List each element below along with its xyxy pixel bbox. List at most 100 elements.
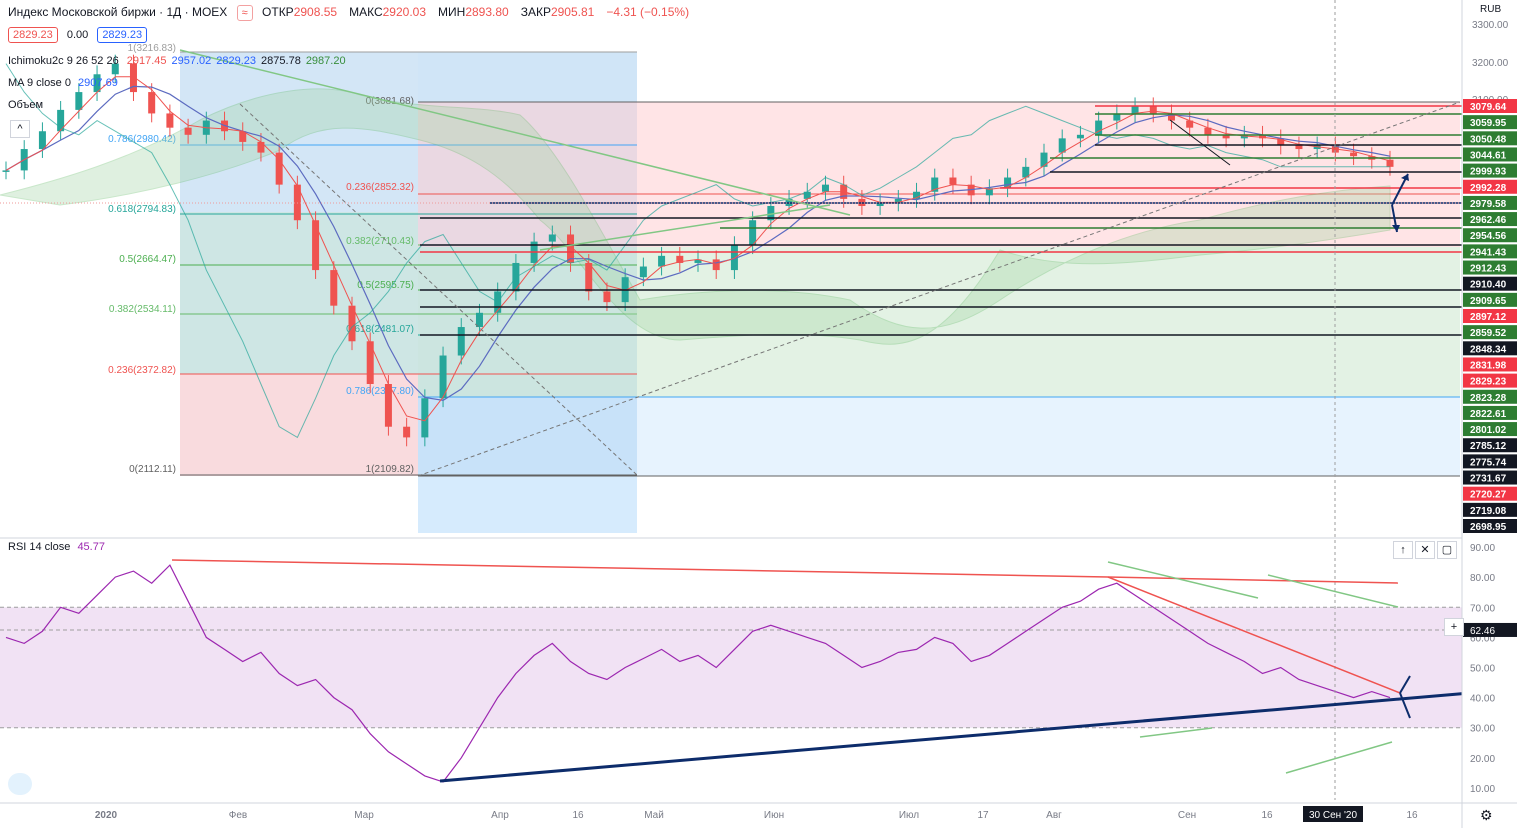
fib-label-left: 1(3216.83) bbox=[128, 43, 176, 54]
price-label: 2831.98 bbox=[1470, 360, 1507, 371]
candle-body bbox=[1259, 134, 1267, 139]
rsi-tick: 10.00 bbox=[1470, 784, 1495, 795]
candle-body bbox=[985, 188, 993, 196]
candle-body bbox=[1186, 120, 1194, 128]
symbol-title[interactable]: Индекс Московской биржи · 1Д · MOEX bbox=[8, 5, 228, 19]
crosshair-plus-button[interactable]: + bbox=[1444, 618, 1464, 636]
gear-icon[interactable]: ⚙ bbox=[1480, 807, 1493, 823]
price-label-box bbox=[1463, 179, 1517, 194]
candle-body bbox=[1076, 134, 1084, 139]
fib-label-right: 0.5(2595.75) bbox=[357, 280, 414, 291]
rsi-tick: 50.00 bbox=[1470, 663, 1495, 674]
candle-body bbox=[676, 255, 684, 263]
time-tick: Сен bbox=[1178, 810, 1196, 821]
fib-label-left: 0.786(2980.42) bbox=[108, 134, 176, 145]
volume-name: Объем bbox=[8, 99, 44, 111]
price-label: 2910.40 bbox=[1470, 280, 1507, 291]
fib-zone-teal bbox=[180, 212, 418, 374]
rsi-crosshair-label: 62.46 bbox=[1470, 626, 1495, 637]
ohlc-item: МИН2893.80 bbox=[438, 5, 515, 19]
price-label-box bbox=[1463, 292, 1517, 307]
bid-price[interactable]: 2829.23 bbox=[8, 27, 58, 43]
price-label-box bbox=[1463, 115, 1517, 130]
price-label: 2698.95 bbox=[1470, 522, 1507, 533]
compare-button[interactable]: ≈ bbox=[236, 5, 253, 21]
ohlc-item: МАКС2920.03 bbox=[349, 5, 432, 19]
rsi-tick: 70.00 bbox=[1470, 603, 1495, 614]
price-label-box bbox=[1463, 260, 1517, 275]
candle-body bbox=[421, 398, 429, 438]
ohlc-key: ЗАКР bbox=[520, 5, 551, 19]
time-tick: 17 bbox=[977, 810, 989, 821]
pane-maximize-button[interactable]: ▢ bbox=[1437, 541, 1457, 559]
time-tick: Май bbox=[644, 810, 664, 821]
volume-legend[interactable]: Объем bbox=[8, 99, 43, 111]
price-label: 2823.28 bbox=[1470, 393, 1507, 404]
dashed-trendline-2 bbox=[417, 101, 1461, 477]
price-label: 2999.93 bbox=[1470, 167, 1507, 178]
candle-body bbox=[57, 109, 65, 132]
ichimoku-value: 2829.23 bbox=[216, 55, 257, 67]
rsi-trendline-red-2 bbox=[1107, 576, 1399, 584]
ask-price[interactable]: 2829.23 bbox=[97, 27, 148, 43]
ma-line bbox=[5, 85, 1391, 402]
ohlc-value: 2908.55 bbox=[293, 5, 338, 19]
price-label-box bbox=[1463, 486, 1517, 501]
price-label-box bbox=[1463, 454, 1517, 469]
price-label: 2848.34 bbox=[1470, 344, 1507, 355]
fib-label-right: 0.382(2710.43) bbox=[346, 236, 414, 247]
candle-body bbox=[548, 234, 556, 242]
candle-body bbox=[603, 291, 611, 303]
candle-body bbox=[2, 170, 10, 172]
candle-body bbox=[111, 63, 119, 75]
time-tick: Июн bbox=[764, 810, 784, 821]
candle-body bbox=[694, 259, 702, 263]
fib-label-left: 0.5(2664.47) bbox=[119, 254, 176, 265]
ma-legend[interactable]: MA 9 close 0 2907.69 bbox=[8, 77, 118, 89]
fib-label-left: 0.236(2372.82) bbox=[108, 365, 176, 376]
candle-body bbox=[1240, 134, 1248, 139]
ichimoku-legend[interactable]: Ichimoku2c 9 26 52 26 2917.45 2957.02 2829… bbox=[8, 55, 346, 67]
candle-body bbox=[567, 234, 575, 263]
price-label-box bbox=[1463, 309, 1517, 323]
candle-body bbox=[384, 384, 392, 427]
pane-close-button[interactable]: ✕ bbox=[1415, 541, 1435, 559]
price-label-box bbox=[1463, 470, 1517, 485]
time-tick: Фев bbox=[229, 810, 247, 821]
price-label-box bbox=[1463, 389, 1517, 404]
price-label: 2859.52 bbox=[1470, 328, 1507, 339]
ichimoku-cloud bbox=[0, 88, 1391, 345]
logo-icon bbox=[8, 773, 32, 795]
candle-body bbox=[1131, 106, 1139, 114]
candle-body bbox=[767, 206, 775, 221]
candle-body bbox=[1295, 145, 1303, 150]
price-label: 3059.95 bbox=[1470, 118, 1507, 129]
ohlc-value: 2893.80 bbox=[465, 5, 509, 19]
candle-body bbox=[148, 92, 156, 114]
candle-body bbox=[293, 184, 301, 221]
candle-body bbox=[931, 177, 939, 192]
rsi-legend[interactable]: RSI 14 close 45.77 bbox=[8, 541, 105, 553]
time-tick: 16 bbox=[1406, 810, 1418, 821]
spread: 0.00 bbox=[66, 29, 89, 41]
rsi-trendline-red-3 bbox=[1107, 576, 1401, 694]
candle-body bbox=[1350, 152, 1358, 157]
rsi-arrow-up bbox=[1399, 675, 1411, 694]
candle-body bbox=[803, 191, 811, 199]
rsi-trendline-red-1 bbox=[171, 559, 1109, 578]
rsi-crosshair-box bbox=[1463, 622, 1517, 637]
candle-body bbox=[439, 355, 447, 399]
candle-body bbox=[166, 113, 174, 128]
candle-body bbox=[876, 202, 884, 206]
annotation-layer bbox=[0, 0, 1471, 800]
pane-up-button[interactable]: ↑ bbox=[1393, 541, 1413, 559]
collapse-legend-button[interactable]: ^ bbox=[10, 120, 30, 138]
price-label-box bbox=[1463, 99, 1517, 113]
time-tick: Апр bbox=[491, 810, 509, 821]
time-tick: Мар bbox=[354, 810, 374, 821]
price-label: 3044.61 bbox=[1470, 150, 1507, 161]
candle-body bbox=[330, 270, 338, 306]
candle-body bbox=[1113, 113, 1121, 121]
rsi-green-line bbox=[1139, 727, 1213, 738]
